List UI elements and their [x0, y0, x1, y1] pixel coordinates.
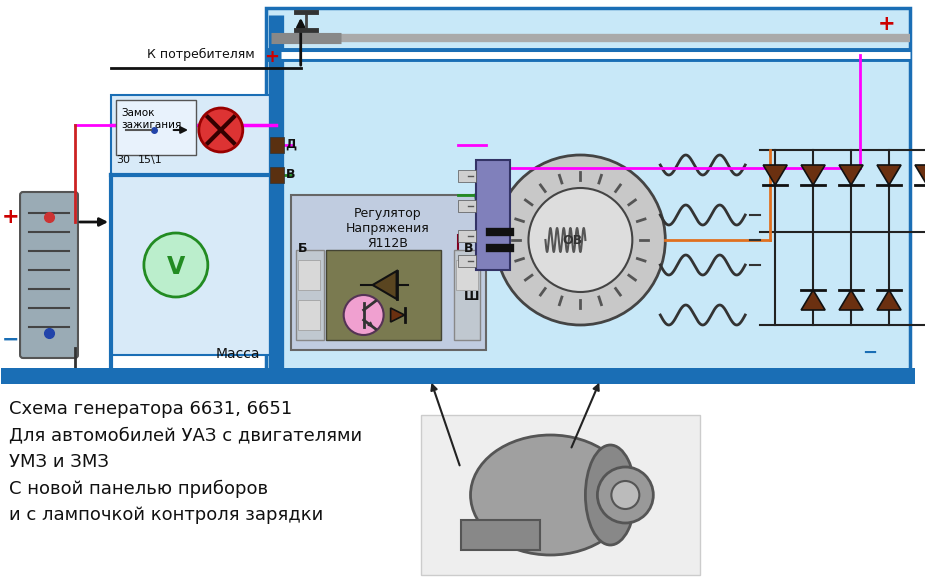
Polygon shape	[801, 290, 825, 310]
Bar	[270, 167, 284, 183]
Bar	[461, 520, 540, 550]
Text: Ш: Ш	[463, 290, 479, 303]
Text: Д: Д	[286, 138, 297, 151]
Text: В: В	[463, 242, 473, 255]
Text: 15\1: 15\1	[138, 155, 163, 165]
FancyBboxPatch shape	[20, 192, 78, 358]
Text: Б: Б	[298, 242, 307, 255]
Bar	[1, 368, 915, 384]
Circle shape	[344, 295, 384, 335]
Text: −: −	[862, 344, 877, 362]
Text: Масса: Масса	[216, 347, 260, 361]
Polygon shape	[373, 271, 397, 299]
Bar	[458, 170, 475, 182]
Polygon shape	[839, 290, 863, 310]
Bar	[111, 95, 281, 355]
Bar	[290, 195, 486, 350]
Circle shape	[598, 467, 653, 523]
Text: −: −	[2, 330, 19, 350]
Circle shape	[528, 188, 633, 292]
Bar	[265, 8, 910, 373]
Bar	[458, 200, 475, 212]
Text: +: +	[264, 48, 278, 66]
Bar	[475, 160, 511, 270]
Polygon shape	[915, 165, 925, 185]
Circle shape	[496, 155, 665, 325]
Bar	[270, 137, 284, 153]
Ellipse shape	[586, 445, 635, 545]
Text: ОВ: ОВ	[562, 233, 583, 247]
Text: В: В	[286, 168, 295, 181]
Polygon shape	[801, 165, 825, 185]
Text: К потребителям: К потребителям	[147, 48, 254, 61]
Bar	[458, 230, 475, 242]
Polygon shape	[390, 308, 404, 322]
Polygon shape	[763, 165, 787, 185]
Bar	[453, 250, 479, 340]
Text: V: V	[166, 255, 185, 279]
Bar	[455, 260, 477, 290]
Bar	[298, 300, 320, 330]
Bar	[421, 415, 700, 575]
Text: +: +	[2, 207, 19, 227]
Bar	[298, 260, 320, 290]
Polygon shape	[839, 165, 863, 185]
Circle shape	[611, 481, 639, 509]
Polygon shape	[877, 165, 901, 185]
Text: Замок
зажигания: Замок зажигания	[121, 108, 181, 130]
Bar	[116, 100, 196, 155]
Text: +: +	[878, 14, 895, 34]
Bar	[458, 255, 475, 267]
Text: Регулятор
Напряжения
Я112В: Регулятор Напряжения Я112В	[346, 207, 429, 250]
Bar	[296, 250, 324, 340]
Polygon shape	[877, 290, 901, 310]
Bar	[326, 250, 440, 340]
Ellipse shape	[471, 435, 630, 555]
Circle shape	[199, 108, 242, 152]
Text: 30: 30	[116, 155, 130, 165]
Circle shape	[144, 233, 208, 297]
Text: Схема генератора 6631, 6651
Для автомобилей УАЗ с двигателями
УМЗ и ЗМЗ
С новой : Схема генератора 6631, 6651 Для автомоби…	[9, 400, 363, 524]
